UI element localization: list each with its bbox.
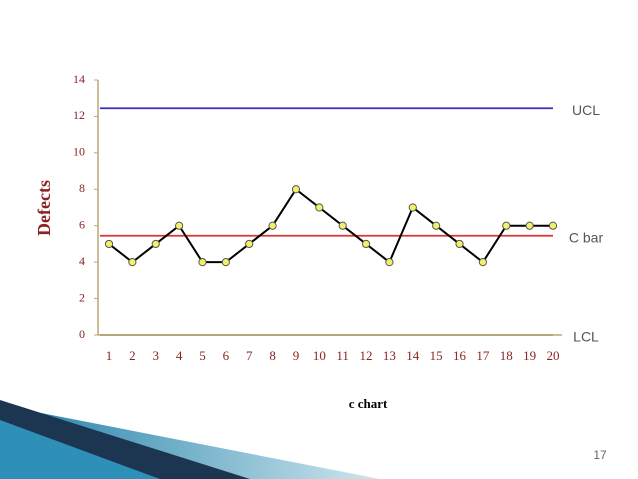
- data-point: [175, 221, 184, 230]
- y-tick-label: 14: [73, 72, 85, 86]
- page-number: 17: [593, 448, 607, 462]
- y-tick-label: 0: [79, 327, 85, 341]
- x-tick-label: 15: [430, 348, 443, 363]
- x-tick-label: 1: [106, 348, 113, 363]
- data-point: [151, 239, 160, 249]
- data-point: [525, 221, 534, 230]
- data-point: [268, 221, 277, 230]
- control-line-label: C bar: [569, 229, 604, 245]
- control-line-label: UCL: [572, 102, 600, 118]
- y-tick-label: 8: [79, 181, 85, 195]
- data-point: [385, 258, 394, 267]
- x-tick-label: 12: [360, 348, 373, 363]
- x-tick-label: 4: [176, 348, 183, 363]
- x-tick-label: 2: [129, 348, 136, 363]
- y-axis-label: Defects: [34, 180, 54, 236]
- x-tick-label: 3: [152, 348, 159, 363]
- x-tick-label: 13: [383, 348, 396, 363]
- data-point: [361, 239, 371, 249]
- y-tick-label: 12: [73, 108, 85, 122]
- y-tick-label: 6: [79, 217, 85, 231]
- chart-title: c chart: [349, 396, 388, 411]
- data-point: [291, 185, 301, 194]
- data-point: [221, 258, 230, 267]
- data-line: [108, 187, 553, 264]
- x-tick-label: 16: [453, 348, 467, 363]
- x-tick-label: 10: [313, 348, 326, 363]
- data-point: [104, 239, 114, 249]
- x-tick-label: 17: [476, 348, 490, 363]
- data-point: [478, 258, 487, 267]
- x-tick-label: 11: [336, 348, 349, 363]
- y-tick-label: 10: [73, 145, 85, 159]
- control-line-label: LCL: [573, 329, 599, 345]
- x-tick-label: 14: [406, 348, 420, 363]
- x-tick-label: 6: [223, 348, 230, 363]
- x-tick-label: 8: [269, 348, 276, 363]
- y-tick-label: 2: [79, 290, 85, 304]
- x-tick-label: 5: [199, 348, 206, 363]
- data-point: [548, 221, 558, 230]
- x-tick-label: 7: [246, 348, 253, 363]
- data-point: [245, 239, 254, 249]
- data-point: [432, 221, 441, 230]
- x-tick-label: 9: [293, 348, 300, 363]
- x-tick-label: 20: [547, 348, 560, 363]
- x-tick-label: 19: [523, 348, 536, 363]
- y-tick-label: 4: [79, 254, 85, 268]
- data-point: [455, 239, 464, 249]
- data-point: [128, 258, 137, 267]
- x-tick-label: 18: [500, 348, 513, 363]
- data-point: [315, 203, 324, 212]
- data-point: [338, 221, 347, 230]
- data-point: [198, 258, 207, 267]
- decoration: [0, 420, 160, 479]
- data-point: [502, 221, 511, 230]
- data-point: [408, 203, 417, 212]
